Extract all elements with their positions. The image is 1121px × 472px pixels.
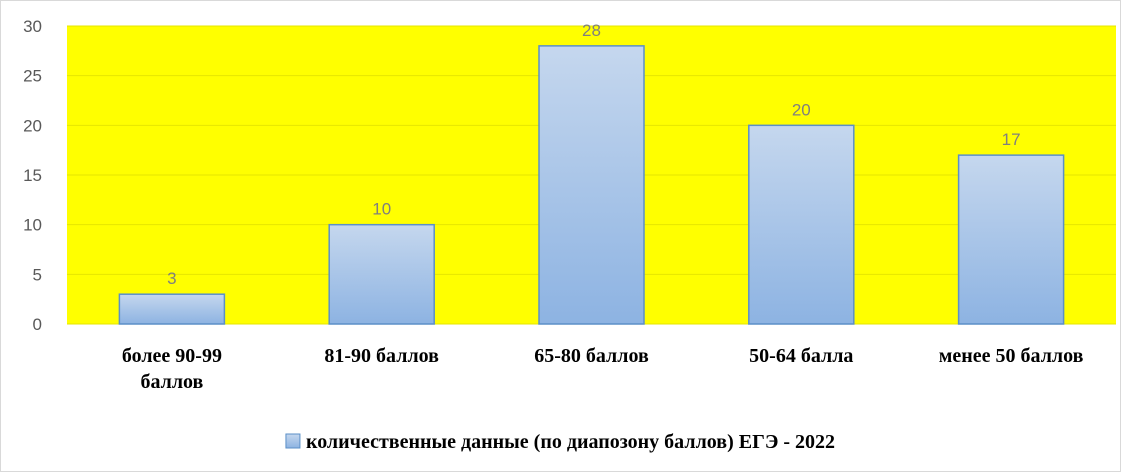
data-label: 3	[167, 269, 176, 288]
x-tick-label: менее 50 баллов	[939, 345, 1084, 367]
data-label: 10	[372, 200, 391, 219]
y-tick-label: 10	[23, 216, 42, 235]
legend-label: количественные данные (по диапозону балл…	[306, 431, 835, 453]
y-tick-label: 5	[33, 265, 42, 284]
bars	[118, 45, 1065, 325]
data-label: 17	[1002, 130, 1021, 149]
data-label: 20	[792, 100, 811, 119]
bar	[748, 124, 855, 325]
y-tick-label: 30	[23, 17, 42, 36]
bar	[118, 293, 226, 325]
bar	[957, 154, 1065, 325]
x-tick-label: 81-90 баллов	[324, 345, 439, 367]
x-tick-label: 65-80 баллов	[534, 345, 649, 367]
legend: количественные данные (по диапозону балл…	[285, 431, 835, 453]
y-tick-label: 15	[23, 166, 42, 185]
bar	[538, 45, 645, 325]
y-tick-label: 0	[33, 315, 42, 334]
y-axis: 0 5 10 15 20 25 30	[23, 17, 42, 334]
y-tick-label: 25	[23, 67, 42, 86]
y-tick-label: 20	[23, 116, 42, 135]
legend-swatch	[285, 433, 301, 449]
x-axis: более 90-99 баллов 81-90 баллов 65-80 балло…	[122, 345, 1084, 393]
data-labels: 3 10 28 20 17	[167, 21, 1020, 288]
x-tick-label: 50-64 балла	[749, 345, 853, 367]
bar	[328, 223, 435, 325]
x-tick-label: более 90-99 баллов	[122, 345, 222, 393]
data-label: 28	[582, 21, 601, 40]
